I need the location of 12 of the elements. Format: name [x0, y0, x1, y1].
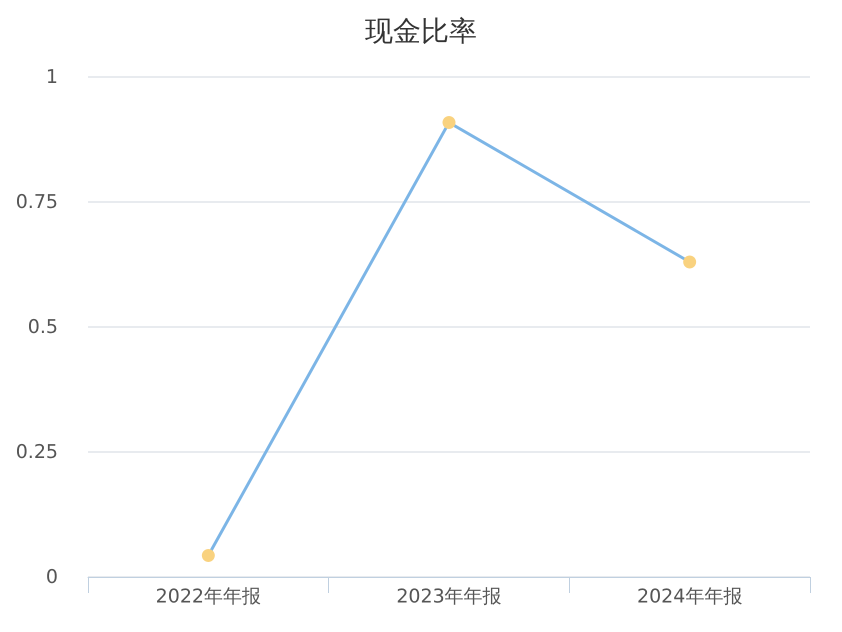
- y-tick-label: 0: [46, 566, 58, 588]
- y-tick-label: 1: [46, 66, 58, 88]
- x-tick-label: 2023年年报: [396, 586, 502, 608]
- y-tick-label: 0.25: [16, 441, 58, 463]
- point: [683, 256, 696, 268]
- chart-title: 现金比率: [365, 14, 477, 48]
- point: [442, 116, 456, 129]
- y-tick-label: 0.5: [28, 316, 58, 338]
- x-tick-label: 2024年年报: [636, 586, 742, 608]
- x-tick-label: 2022年年报: [156, 586, 262, 608]
- point: [202, 549, 215, 562]
- y-tick-label: 0.75: [16, 191, 58, 213]
